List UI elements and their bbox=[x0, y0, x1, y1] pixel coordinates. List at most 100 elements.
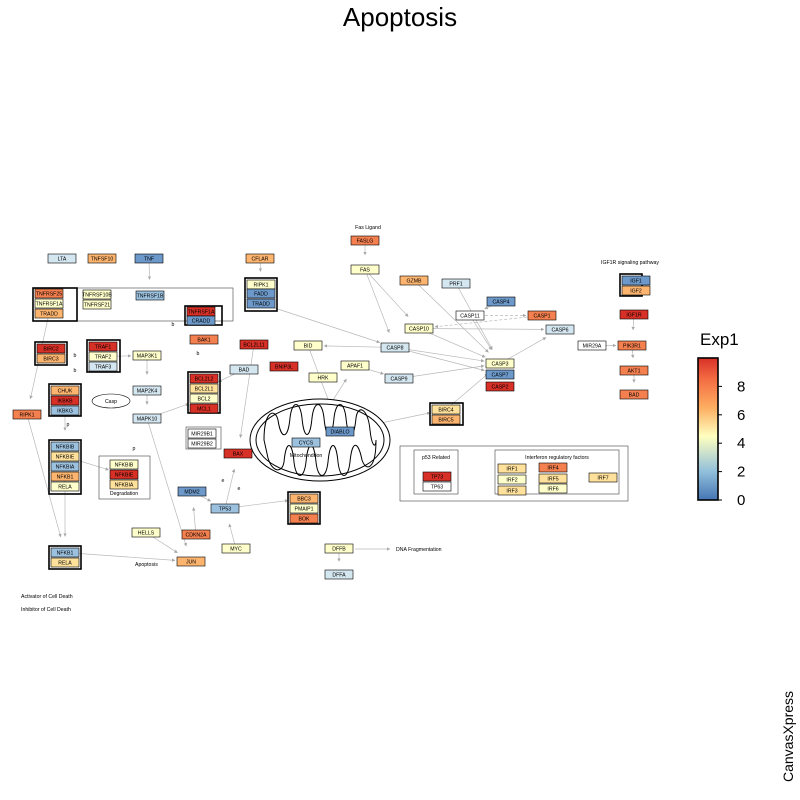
gene-node-irf4[interactable]: IRF4 bbox=[538, 462, 568, 473]
gene-node-nfkbie[interactable]: NFKBIE bbox=[50, 451, 80, 462]
gene-node-casp9[interactable]: CASP9 bbox=[384, 373, 414, 384]
gene-node-fas[interactable]: FAS bbox=[350, 264, 380, 275]
gene-node-rela-b[interactable]: RELA bbox=[50, 557, 80, 568]
gene-node-cycs[interactable]: CYCS bbox=[291, 437, 321, 448]
gene-node-ripk1-l[interactable]: RIPK1 bbox=[12, 409, 42, 420]
gene-node-ikbkg[interactable]: IKBKG bbox=[50, 405, 80, 416]
gene-node-tnfrsf1a-a[interactable]: TNFRSF1A bbox=[34, 298, 64, 309]
gene-node-pik3r1[interactable]: PIK3R1 bbox=[617, 340, 647, 351]
gene-node-pmaip1[interactable]: PMAIP1 bbox=[289, 503, 319, 514]
gene-node-ripk1-b[interactable]: RIPK1 bbox=[246, 279, 276, 290]
gene-node-cflar[interactable]: CFLAR bbox=[245, 253, 275, 264]
gene-node-diablo[interactable]: DIABLO bbox=[325, 426, 355, 437]
gene-node-hrk[interactable]: HRK bbox=[308, 372, 338, 383]
gene-node-gzmb[interactable]: GZMB bbox=[399, 275, 429, 286]
gene-node-irf5[interactable]: IRF5 bbox=[538, 473, 568, 484]
gene-node-tnfrsf25[interactable]: TNFRSF25 bbox=[34, 288, 64, 299]
gene-node-cradd[interactable]: CRADD bbox=[186, 315, 216, 326]
gene-node-birc2[interactable]: BIRC2 bbox=[36, 343, 66, 354]
gene-node-map2k4[interactable]: MAP2K4 bbox=[132, 385, 162, 396]
gene-node-map3k1[interactable]: MAP3K1 bbox=[132, 350, 162, 361]
gene-node-bak1[interactable]: BAK1 bbox=[189, 334, 219, 345]
gene-node-myc[interactable]: MYC bbox=[221, 543, 251, 554]
edge-tradd_b-to-casp8 bbox=[260, 303, 381, 344]
gene-node-bok[interactable]: BOK bbox=[289, 513, 319, 524]
gene-node-bbc3[interactable]: BBC3 bbox=[289, 493, 319, 504]
gene-node-birc3[interactable]: BIRC3 bbox=[36, 353, 66, 364]
gene-node-mapk10[interactable]: MAPK10 bbox=[132, 413, 162, 424]
gene-node-tnfsf10[interactable]: TNFSF10 bbox=[87, 253, 117, 264]
gene-node-bad-m[interactable]: BAD bbox=[229, 364, 259, 375]
gene-node-bcl2l11[interactable]: BCL2L11 bbox=[239, 339, 269, 350]
gene-node-apaf1[interactable]: APAF1 bbox=[340, 360, 370, 371]
gene-node-casp3[interactable]: CASP3 bbox=[485, 358, 515, 369]
gene-node-casp4[interactable]: CASP4 bbox=[486, 296, 516, 307]
gene-node-fadd[interactable]: FADD bbox=[246, 288, 276, 299]
gene-node-bcl2l2[interactable]: BCL2L2 bbox=[189, 373, 219, 384]
gene-node-mir29a[interactable]: MIR29A bbox=[577, 340, 607, 351]
gene-node-mcl1[interactable]: MCL1 bbox=[189, 403, 219, 414]
gene-node-irf7[interactable]: IRF7 bbox=[588, 472, 618, 483]
gene-node-nfkbia-d[interactable]: NFKBIA bbox=[109, 479, 139, 490]
gene-node-jun[interactable]: JUN bbox=[176, 556, 206, 567]
gene-node-irf6[interactable]: IRF6 bbox=[538, 483, 568, 494]
gene-node-irf1[interactable]: IRF1 bbox=[497, 463, 527, 474]
gene-node-casp8[interactable]: CASP8 bbox=[380, 342, 410, 353]
gene-node-bid[interactable]: BID bbox=[293, 340, 323, 351]
gene-node-igf1[interactable]: IGF1 bbox=[621, 275, 651, 286]
gene-node-nfkb1-a[interactable]: NFKB1 bbox=[50, 471, 80, 482]
gene-node-casp1[interactable]: CASP1 bbox=[527, 310, 557, 321]
gene-node-label: RIPK1 bbox=[254, 282, 269, 288]
gene-node-casp6[interactable]: CASP6 bbox=[545, 324, 575, 335]
gene-node-nfkbib-d[interactable]: NFKBIB bbox=[109, 459, 139, 470]
gene-node-faslg[interactable]: FASLG bbox=[350, 235, 380, 246]
gene-node-mdm2[interactable]: MDM2 bbox=[177, 486, 207, 497]
gene-node-ikbkb[interactable]: IKBKB bbox=[50, 395, 80, 406]
gene-node-irf3[interactable]: IRF3 bbox=[497, 485, 527, 496]
gene-node-mir29b2[interactable]: MIR29B2 bbox=[187, 438, 217, 449]
gene-node-tnfrsf21[interactable]: TNFRSF21 bbox=[82, 299, 112, 310]
gene-node-nfkbia[interactable]: NFKBIA bbox=[50, 461, 80, 472]
gene-node-akt1[interactable]: AKT1 bbox=[619, 365, 649, 376]
gene-node-mir29b1[interactable]: MIR29B1 bbox=[187, 428, 217, 439]
gene-node-bad-r[interactable]: BAD bbox=[619, 389, 649, 400]
gene-node-irf2[interactable]: IRF2 bbox=[497, 474, 527, 485]
gene-node-cdkn2a[interactable]: CDKN2A bbox=[181, 529, 211, 540]
gene-node-tnfrsf1a-c[interactable]: TNFRSF1A bbox=[186, 306, 216, 317]
gene-node-casp11[interactable]: CASP11 bbox=[455, 310, 485, 321]
gene-node-lta[interactable]: LTA bbox=[47, 253, 77, 264]
gene-node-traf1[interactable]: TRAF1 bbox=[88, 341, 118, 352]
gene-node-igf2[interactable]: IGF2 bbox=[621, 285, 651, 296]
gene-node-tnfrsf1b[interactable]: TNFRSF1B bbox=[135, 290, 165, 301]
gene-node-tnfrsf10b[interactable]: TNFRSF10B bbox=[82, 289, 112, 300]
gene-node-birc5[interactable]: BIRC5 bbox=[431, 414, 461, 425]
gene-node-bcl2l1[interactable]: BCL2L1 bbox=[189, 383, 219, 394]
gene-node-traf2[interactable]: TRAF2 bbox=[88, 351, 118, 362]
gene-node-casp2[interactable]: CASP2 bbox=[485, 381, 515, 392]
gene-node-bax[interactable]: BAX bbox=[223, 448, 253, 459]
gene-node-prf1[interactable]: PRF1 bbox=[441, 278, 471, 289]
gene-node-tnf[interactable]: TNF bbox=[134, 253, 164, 264]
gene-node-tp73[interactable]: TP73 bbox=[422, 471, 452, 482]
gene-node-chuk[interactable]: CHUK bbox=[50, 385, 80, 396]
gene-node-casp10[interactable]: CASP10 bbox=[404, 323, 434, 334]
gene-node-rela-a[interactable]: RELA bbox=[50, 481, 80, 492]
gene-node-tradd-a[interactable]: TRADD bbox=[34, 308, 64, 319]
gene-node-bcl2[interactable]: BCL2 bbox=[189, 393, 219, 404]
gene-node-dffb[interactable]: DFFB bbox=[324, 543, 354, 554]
label-mito: Mitochondrion bbox=[290, 453, 323, 459]
gene-node-tp53[interactable]: TP53 bbox=[210, 503, 240, 514]
gene-node-traf3[interactable]: TRAF3 bbox=[88, 361, 118, 372]
gene-node-igf1r[interactable]: IGF1R bbox=[619, 309, 649, 320]
gene-node-tradd-b[interactable]: TRADD bbox=[246, 298, 276, 309]
gene-node-casp7[interactable]: CASP7 bbox=[485, 369, 515, 380]
gene-node-nfkb1-b[interactable]: NFKB1 bbox=[50, 547, 80, 558]
gene-node-bnip3l[interactable]: BNIP3L bbox=[269, 361, 299, 372]
gene-node-birc4[interactable]: BIRC4 bbox=[431, 404, 461, 415]
gene-node-label: IRF4 bbox=[547, 465, 558, 471]
gene-node-dffa[interactable]: DFFA bbox=[324, 569, 354, 580]
gene-node-hells[interactable]: HELLS bbox=[131, 527, 161, 538]
gene-node-nfkbie-d[interactable]: NFKBIE bbox=[109, 469, 139, 480]
gene-node-tp63[interactable]: TP63 bbox=[422, 481, 452, 492]
gene-node-nfkbib[interactable]: NFKBIB bbox=[50, 441, 80, 452]
